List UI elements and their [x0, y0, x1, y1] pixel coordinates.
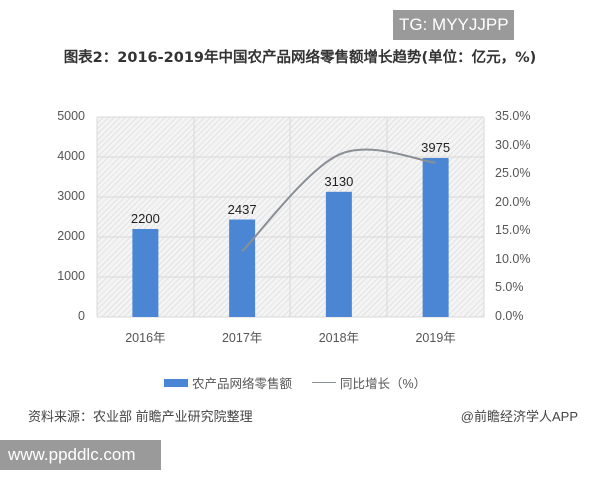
right-axis-tick: 15.0% [495, 223, 531, 238]
legend-bar-label: 农产品网络零售额 [192, 377, 293, 391]
bar [229, 219, 256, 317]
x-axis-tick: 2016年 [125, 331, 166, 345]
bar-value-label: 3975 [421, 140, 451, 155]
growth-line [241, 148, 436, 252]
legend: 农产品网络零售额 同比增长（%） [164, 373, 426, 392]
left-axis-tick: 4000 [57, 149, 85, 163]
bar [132, 229, 159, 317]
x-axis-tick: 2017年 [221, 331, 263, 345]
legend-line-label: 同比增长（%） [340, 377, 427, 391]
credit-note: @前瞻经济学人APP [460, 409, 578, 424]
left-axis-tick: 5000 [57, 109, 85, 123]
legend-bar-swatch [164, 378, 188, 387]
right-axis-tick: 20.0% [495, 194, 531, 209]
legend-line-swatch [312, 381, 337, 384]
left-axis-tick: 1000 [57, 269, 85, 283]
right-axis-tick: 10.0% [495, 251, 531, 266]
x-axis-tick: 2018年 [318, 331, 360, 345]
right-axis-tick: 30.0% [495, 137, 531, 152]
chart-title: 图表2：2016-2019年中国农产品网络零售额增长趋势(单位：亿元，%) [63, 50, 537, 66]
left-axis-tick: 0 [78, 309, 85, 323]
left-axis-tick: 3000 [57, 189, 85, 203]
right-axis-tick: 35.0% [495, 109, 531, 123]
right-axis-tick: 5.0% [495, 280, 524, 295]
bar-value-label: 2437 [227, 201, 257, 217]
bar-value-label: 3130 [324, 173, 354, 189]
source-note: 资料来源：农业部 前瞻产业研究院整理 [28, 409, 253, 424]
bar-value-label: 2200 [130, 211, 160, 226]
bar-series [132, 158, 449, 317]
right-axis-tick: 0.0% [495, 309, 524, 323]
watermark-tag-top: TG: MYYJJPP [393, 10, 514, 40]
x-axis-tick: 2019年 [415, 331, 456, 345]
bar [325, 191, 352, 317]
left-axis-tick: 2000 [57, 229, 85, 243]
right-axis-tick: 25.0% [495, 166, 531, 181]
gridlines [96, 116, 485, 318]
watermark-tag-bottom: www.ppddlc.com [0, 440, 161, 470]
bar [422, 158, 449, 317]
